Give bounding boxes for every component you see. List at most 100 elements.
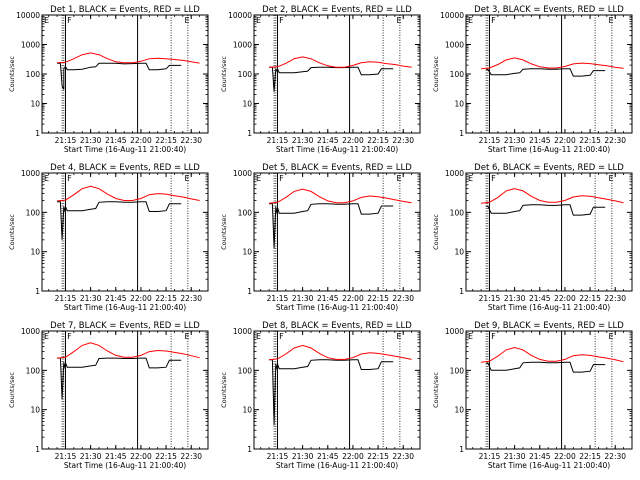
x-axis-label: Start Time (16-Aug-11 21:00:40) [64, 303, 186, 312]
series-line-red [269, 344, 412, 361]
x-tick-label: 21:15 [479, 452, 501, 461]
x-tick-label: 22:15 [367, 136, 389, 145]
x-tick-label: 22:15 [155, 294, 177, 303]
flag-label: E [44, 16, 49, 25]
panel-title: Det 4, BLACK = Events, RED = LLD [50, 163, 200, 173]
series-line-red [57, 185, 200, 202]
y-tick-label: 10 [242, 406, 252, 415]
x-axis-label: Start Time (16-Aug-11 21:00:40) [276, 461, 398, 470]
flag-label: E [44, 332, 49, 341]
y-tick-label: 10000 [440, 11, 464, 20]
flag-label: E [609, 332, 614, 341]
x-tick-label: 21:45 [529, 294, 551, 303]
x-tick-label: 22:30 [180, 452, 202, 461]
x-tick-label: 22:30 [604, 452, 626, 461]
y-tick-label: 100 [450, 70, 465, 79]
flag-label: F [67, 174, 72, 183]
flag-label: F [67, 16, 72, 25]
y-tick-label: 100 [26, 366, 41, 375]
y-tick-label: 1 [459, 445, 464, 454]
panel-det-5: Det 5, BLACK = Events, RED = LLD 1 10 100 10… [220, 163, 421, 312]
y-tick-label: 1000 [21, 169, 40, 178]
y-tick-label: 10 [30, 100, 40, 109]
panel-det-7: Det 7, BLACK = Events, RED = LLD 1 10 100 10… [8, 321, 209, 470]
flag-label: F [279, 332, 284, 341]
panel-title: Det 9, BLACK = Events, RED = LLD [474, 321, 624, 331]
x-tick-label: 22:15 [155, 452, 177, 461]
x-tick-label: 22:30 [392, 136, 414, 145]
y-tick-label: 10 [454, 248, 464, 257]
x-tick-label: 21:45 [105, 136, 127, 145]
y-tick-label: 10 [454, 100, 464, 109]
y-tick-label: 100 [238, 70, 253, 79]
y-tick-label: 1000 [21, 41, 40, 50]
series-line-red [269, 56, 412, 68]
y-axis-label: Counts/sec [8, 372, 16, 408]
flag-label: E [397, 174, 402, 183]
x-tick-label: 21:15 [267, 294, 289, 303]
x-tick-label: 21:45 [529, 452, 551, 461]
flag-label: E [468, 332, 473, 341]
panel-det-3: Det 3, BLACK = Events, RED = LLD 1 10 100 10… [432, 5, 633, 154]
x-tick-label: 21:30 [80, 294, 102, 303]
series-line-black [57, 357, 182, 400]
y-tick-label: 10 [242, 248, 252, 257]
y-tick-label: 10000 [16, 11, 40, 20]
x-tick-label: 22:00 [130, 452, 152, 461]
panel-det-2: Det 2, BLACK = Events, RED = LLD 1 10 100 10… [220, 5, 421, 154]
y-tick-label: 1 [35, 445, 40, 454]
x-tick-label: 22:15 [367, 452, 389, 461]
y-tick-label: 10 [242, 100, 252, 109]
flag-label: E [468, 16, 473, 25]
flag-label: F [491, 16, 496, 25]
x-axis-label: Start Time (16-Aug-11 21:00:40) [488, 303, 610, 312]
plot-frame [253, 330, 421, 450]
plot-frame [41, 330, 209, 450]
flag-label: F [491, 174, 496, 183]
y-axis-label: Counts/sec [220, 372, 228, 408]
y-axis-label: Counts/sec [432, 214, 440, 250]
x-axis-label: Start Time (16-Aug-11 21:00:40) [276, 303, 398, 312]
y-axis-label: Counts/sec [8, 56, 16, 92]
y-tick-label: 100 [238, 366, 253, 375]
x-tick-label: 22:30 [180, 294, 202, 303]
x-tick-label: 21:30 [292, 136, 314, 145]
y-tick-label: 1000 [445, 41, 464, 50]
series-line-red [481, 346, 624, 363]
y-tick-label: 10 [454, 406, 464, 415]
x-tick-label: 21:15 [55, 452, 77, 461]
panel-det-1: Det 1, BLACK = Events, RED = LLD 1 10 100 10… [8, 5, 209, 154]
panel-title: Det 5, BLACK = Events, RED = LLD [262, 163, 412, 173]
flag-label: E [185, 332, 190, 341]
x-tick-label: 22:15 [579, 294, 601, 303]
flag-label: E [397, 16, 402, 25]
x-tick-label: 22:30 [180, 136, 202, 145]
y-tick-label: 100 [238, 208, 253, 217]
panel-title: Det 6, BLACK = Events, RED = LLD [474, 163, 624, 173]
x-tick-label: 21:30 [80, 452, 102, 461]
x-tick-label: 21:15 [479, 294, 501, 303]
panel-det-6: Det 6, BLACK = Events, RED = LLD 1 10 100 10… [432, 163, 633, 312]
series-line-red [481, 188, 624, 204]
plot-frame [253, 172, 421, 292]
series-line-black [57, 62, 182, 90]
series-line-red [57, 342, 200, 359]
y-tick-label: 100 [26, 70, 41, 79]
flag-label: E [397, 332, 402, 341]
series-line-black [269, 66, 394, 92]
x-tick-label: 21:15 [267, 136, 289, 145]
y-axis-label: Counts/sec [432, 372, 440, 408]
x-axis-label: Start Time (16-Aug-11 21:00:40) [276, 145, 398, 154]
x-tick-label: 22:00 [554, 136, 576, 145]
x-tick-label: 22:00 [130, 136, 152, 145]
y-tick-label: 100 [450, 366, 465, 375]
y-tick-label: 1 [35, 129, 40, 138]
panel-title: Det 1, BLACK = Events, RED = LLD [50, 5, 200, 15]
panel-title: Det 2, BLACK = Events, RED = LLD [262, 5, 412, 15]
y-tick-label: 1 [247, 287, 252, 296]
x-tick-label: 21:45 [317, 452, 339, 461]
panel-title: Det 8, BLACK = Events, RED = LLD [262, 321, 412, 331]
plot-frame [253, 14, 421, 134]
x-tick-label: 21:45 [317, 294, 339, 303]
flag-label: E [185, 174, 190, 183]
